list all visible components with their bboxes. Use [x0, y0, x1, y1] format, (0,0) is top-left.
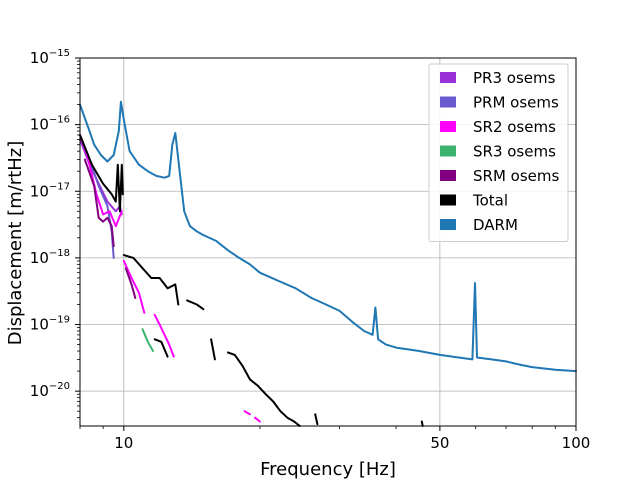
- legend-label-srm-osems: SRM osems: [473, 167, 559, 185]
- series-line-sr3-osems: [141, 328, 154, 352]
- y-tick-label: 10−18: [30, 248, 70, 267]
- series-line-total: [79, 134, 124, 213]
- legend-label-sr2-osems: SR2 osems: [473, 118, 556, 136]
- series-line-total: [186, 299, 205, 311]
- series-line-total: [153, 338, 169, 358]
- series-line-total: [122, 254, 180, 306]
- series-line-sr2-osems: [122, 259, 146, 314]
- legend-swatch-darm: [440, 219, 456, 230]
- x-axis-label: Frequency [Hz]: [260, 459, 396, 480]
- y-tick-label: 10−17: [30, 181, 70, 200]
- series-layer: [79, 100, 577, 427]
- series-line-srm-osems: [83, 158, 115, 248]
- legend-swatch-pr3-osems: [440, 72, 456, 83]
- y-tick-label: 10−19: [30, 315, 70, 334]
- legend-label-sr3-osems: SR3 osems: [473, 143, 556, 161]
- y-axis-label: Displacement [m/rtHz]: [5, 141, 26, 346]
- plot-frame: [79, 57, 577, 427]
- y-tick-label: 10−16: [30, 115, 70, 134]
- series-line-sr2-osems: [153, 313, 175, 358]
- series-line-total: [210, 338, 216, 361]
- y-tick-label: 10−15: [30, 48, 70, 67]
- series-line-total: [420, 420, 424, 427]
- legend-label-darm: DARM: [473, 216, 518, 234]
- axis-ticks: 10 50 100 10−20 10−19 10−18 10−17 10−16 10−15: [30, 48, 591, 452]
- series-line-total: [227, 351, 301, 427]
- x-tick-label: 50: [430, 434, 449, 452]
- series-line-darm: [79, 100, 577, 373]
- series-line-srm-osems: [124, 267, 137, 299]
- legend-swatch-prm-osems: [440, 96, 456, 108]
- series-line-sr2-osems: [243, 410, 251, 416]
- legend-swatch-srm-osems: [440, 170, 456, 181]
- series-line-total: [314, 413, 319, 426]
- legend: PR3 osems PRM osems SR2 osems SR3 osems SRM …: [428, 63, 569, 242]
- legend-label-total: Total: [472, 192, 508, 210]
- legend-swatch-sr2-osems: [440, 121, 456, 132]
- legend-label-pr3-osems: PR3 osems: [473, 69, 556, 87]
- y-tick-label: 10−20: [30, 381, 70, 400]
- legend-box: [428, 63, 569, 242]
- legend-swatch-sr3-osems: [440, 145, 456, 157]
- legend-label-prm-osems: PRM osems: [473, 94, 559, 112]
- x-tick-label: 10: [114, 434, 133, 452]
- series-line-sr2-osems: [254, 416, 261, 423]
- legend-swatch-total: [440, 194, 456, 206]
- x-tick-label: 100: [562, 434, 591, 452]
